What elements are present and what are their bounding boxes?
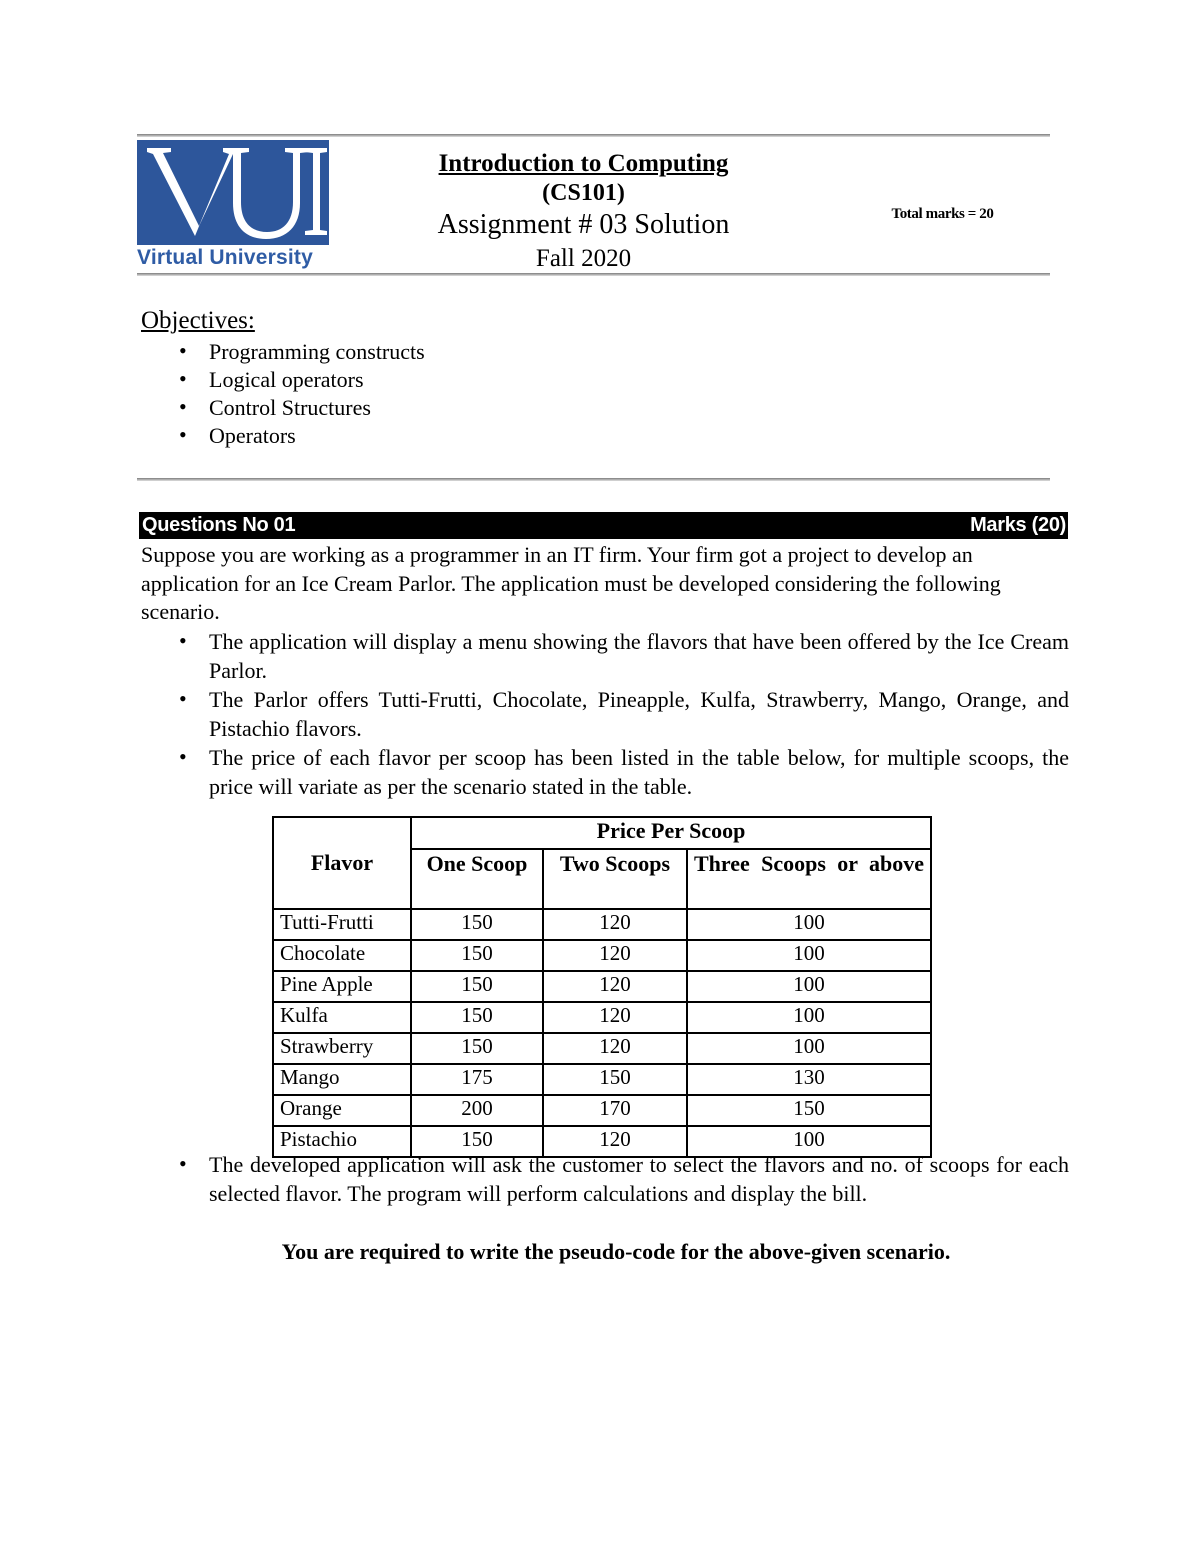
column-header-two-scoops: Two Scoops: [542, 848, 688, 910]
question-body: Suppose you are working as a programmer …: [141, 541, 1071, 801]
list-item: Operators: [141, 421, 1051, 450]
column-header-three-scoops-or-above: Three Scoops or above: [686, 848, 932, 910]
cell-three-scoops: 100: [686, 1032, 932, 1065]
table-row: Mango 175 150 130: [272, 1063, 932, 1096]
table-row: Kulfa 150 120 100: [272, 1001, 932, 1034]
table-header-row-2: One Scoop Two Scoops Three Scoops or abo…: [273, 848, 932, 910]
table-row: Orange 200 170 150: [272, 1094, 932, 1127]
cell-flavor: Pine Apple: [272, 970, 412, 1003]
title-cell: Introduction to Computing (CS101) Assign…: [342, 137, 835, 273]
header-row: Virtual University Introduction to Compu…: [137, 137, 1050, 273]
vu-logo-icon: [137, 140, 329, 245]
column-header-flavor: Flavor: [272, 816, 412, 910]
marks-cell: Total marks = 20: [835, 137, 1050, 273]
list-item: Control Structures: [141, 393, 1051, 422]
cell-two-scoops: 120: [542, 908, 688, 941]
cell-flavor: Strawberry: [272, 1032, 412, 1065]
list-item: Logical operators: [141, 365, 1051, 394]
cell-flavor: Orange: [272, 1094, 412, 1127]
cell-three-scoops: 100: [686, 970, 932, 1003]
list-item: Programming constructs: [141, 337, 1051, 366]
price-per-scoop-table: Flavor Price Per Scoop One Scoop Two Sco…: [272, 816, 932, 1158]
column-header-one-scoop: One Scoop: [410, 848, 544, 910]
course-title: Introduction to Computing: [438, 150, 729, 177]
cell-one-scoop: 175: [410, 1063, 544, 1096]
column-group-header-price-per-scoop: Price Per Scoop: [410, 816, 932, 850]
total-marks-label: Total marks = 20: [891, 206, 994, 222]
cell-three-scoops: 130: [686, 1063, 932, 1096]
course-code: (CS101): [542, 179, 625, 206]
term-label: Fall 2020: [535, 245, 632, 273]
cell-three-scoops: 100: [686, 1001, 932, 1034]
cell-one-scoop: 150: [410, 908, 544, 941]
cell-two-scoops: 170: [542, 1094, 688, 1127]
header-bottom-rule: [137, 273, 1050, 276]
header-top-rule: [137, 134, 1050, 137]
cell-three-scoops: 150: [686, 1094, 932, 1127]
cell-two-scoops: 150: [542, 1063, 688, 1096]
cell-two-scoops: 120: [542, 1001, 688, 1034]
table-row: Tutti-Frutti 150 120 100: [272, 908, 932, 941]
question-tail: The developed application will ask the c…: [141, 1149, 1071, 1267]
section-divider-rule: [137, 478, 1050, 481]
table-row: Strawberry 150 120 100: [272, 1032, 932, 1065]
assignment-title: Assignment # 03 Solution: [437, 209, 730, 241]
cell-three-scoops: 100: [686, 908, 932, 941]
table-row: Chocolate 150 120 100: [272, 939, 932, 972]
cell-one-scoop: 200: [410, 1094, 544, 1127]
divider-line: [137, 478, 1050, 481]
objectives-heading: Objectives:: [141, 307, 255, 334]
question-marks-label: Marks (20): [970, 514, 1066, 536]
cell-flavor: Kulfa: [272, 1001, 412, 1034]
document-header: Virtual University Introduction to Compu…: [137, 134, 1050, 276]
table-row: Pine Apple 150 120 100: [272, 970, 932, 1003]
question-number-label: Questions No 01: [142, 514, 296, 536]
cell-one-scoop: 150: [410, 1001, 544, 1034]
cell-flavor: Mango: [272, 1063, 412, 1096]
table-header-row-1: Flavor Price Per Scoop: [272, 816, 932, 910]
table-body: Tutti-Frutti 150 120 100 Chocolate 150 1…: [272, 908, 932, 1158]
cell-two-scoops: 120: [542, 939, 688, 972]
list-item: The developed application will ask the c…: [141, 1149, 1071, 1208]
title-line-course: Introduction to Computing: [342, 149, 825, 179]
price-table-wrapper: Flavor Price Per Scoop One Scoop Two Sco…: [272, 816, 932, 1158]
question-header-bar: Questions No 01 Marks (20): [139, 512, 1068, 539]
closing-instruction: You are required to write the pseudo-cod…: [281, 1239, 951, 1265]
question-bullet-list: The application will display a menu show…: [141, 626, 1071, 801]
cell-flavor: Tutti-Frutti: [272, 908, 412, 941]
cell-flavor: Chocolate: [272, 939, 412, 972]
list-item: The Parlor offers Tutti-Frutti, Chocolat…: [141, 684, 1071, 743]
logo-wordmark: Virtual University: [137, 246, 313, 269]
question-intro-paragraph: Suppose you are working as a programmer …: [141, 542, 1001, 625]
logo-cell: Virtual University: [137, 137, 342, 273]
cell-two-scoops: 120: [542, 970, 688, 1003]
cell-one-scoop: 150: [410, 970, 544, 1003]
cell-three-scoops: 100: [686, 939, 932, 972]
objectives-section: Objectives: Programming constructs Logic…: [141, 306, 1051, 451]
cell-one-scoop: 150: [410, 1032, 544, 1065]
list-item: The application will display a menu show…: [141, 626, 1071, 685]
trailing-bullet-list: The developed application will ask the c…: [141, 1149, 1071, 1208]
list-item: The price of each flavor per scoop has b…: [141, 742, 1071, 801]
cell-one-scoop: 150: [410, 939, 544, 972]
cell-two-scoops: 120: [542, 1032, 688, 1065]
objectives-list: Programming constructs Logical operators…: [141, 337, 1051, 451]
table-head: Flavor Price Per Scoop One Scoop Two Sco…: [272, 816, 932, 910]
